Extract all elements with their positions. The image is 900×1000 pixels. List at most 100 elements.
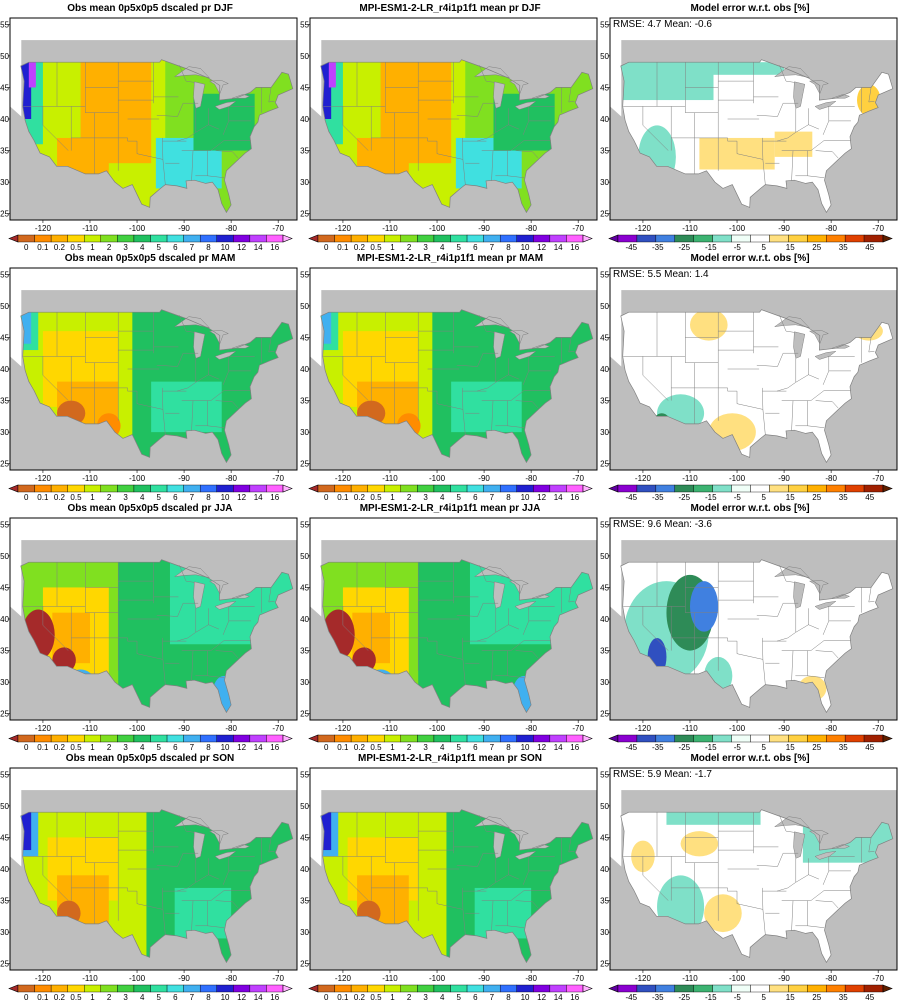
lat-tick-label: 50 [600,302,609,311]
state-border [162,387,166,435]
lat-tick-label: 50 [0,552,9,561]
state-border [795,400,808,427]
state-border [42,106,69,151]
colorbar-label: 5 [157,993,162,1000]
lon-tick-label: -90 [478,974,490,983]
lat-tick-label: 45 [0,583,9,592]
colorbar-label: 4 [440,493,445,502]
lon-tick-label: -80 [825,474,837,483]
lat-tick-label: 40 [600,365,609,374]
colorbar-label: 5 [457,993,462,1000]
lon-tick-label: -80 [225,724,237,733]
colorbar-label: 45 [865,493,874,502]
lon-tick-label: -80 [525,224,537,233]
lon-tick-label: -120 [335,474,352,483]
lon-tick-label: -70 [272,974,284,983]
lake [514,600,537,610]
state-border [127,887,163,910]
state-border [807,425,825,428]
colorbar-label: 10 [521,243,530,252]
lon-tick-label: -120 [335,974,352,983]
lake [508,580,530,595]
lat-tick-label: 25 [0,460,9,469]
colorbar-label: 12 [537,993,546,1000]
error-panel-title: Model error w.r.t. obs [%] [690,3,810,14]
colorbar-label: -35 [652,993,664,1000]
state-border [215,900,239,909]
colorbar-label: 10 [221,243,230,252]
lake [493,81,506,109]
colorbar-label: 6 [173,493,178,502]
colorbar-label: 7 [190,243,195,252]
lon-tick-label: -100 [429,974,446,983]
colorbar-label: 15 [786,743,795,752]
colorbar-label: 0.1 [37,743,49,752]
colorbar-label: 0.5 [370,243,382,252]
colorbar-label: 1 [90,743,95,752]
state-border [791,650,794,681]
colorbar-label: 5 [457,493,462,502]
state-border [495,650,508,677]
state-border [727,887,763,910]
lat-tick-label: 55 [0,270,9,279]
colorbar-label: 0.2 [354,493,366,502]
lat-tick-label: 45 [300,833,309,842]
lake [214,100,237,110]
colorbar-label: 15 [786,493,795,502]
colorbar-label: 14 [254,243,263,252]
lake [208,830,230,845]
colorbar-label: 6 [473,993,478,1000]
state-border [215,150,239,159]
lat-tick-label: 40 [600,615,609,624]
colorbar-label: -45 [625,743,637,752]
state-border [127,387,163,410]
state-border [462,387,466,435]
state-border [507,925,525,928]
lat-tick-label: 40 [600,865,609,874]
colorbar-label: 0.2 [354,993,366,1000]
lat-tick-label: 30 [600,428,609,437]
colorbar-label: 16 [270,493,279,502]
state-border [156,102,199,117]
state-border [481,390,551,401]
state-border [522,870,530,885]
state-border [176,374,219,392]
state-border [568,837,575,853]
state-border [756,352,799,367]
lake [193,581,206,609]
error-colorbar: -45 -35 -25 -15 -5 5 15 25 35 45 [608,984,893,1000]
lat-tick-label: 35 [300,897,309,906]
colorbar-label: 0.2 [54,743,66,752]
state-border [727,387,763,410]
state-border [528,106,551,122]
lon-tick-label: -100 [729,224,746,233]
lat-tick-label: 45 [600,583,609,592]
lat-tick-label: 45 [600,333,609,342]
lon-tick-label: -80 [225,974,237,983]
state-border [776,374,819,392]
state-border [179,315,195,333]
lon-tick-label: -120 [35,974,52,983]
lon-tick-label: -90 [778,474,790,483]
lat-tick-label: 55 [300,20,309,29]
state-border [176,624,219,642]
error-panel-djf: -120 -110 -100 -90 -80 -70 25 30 35 40 45 50 55 -45 -3… [600,0,900,252]
state-border [268,87,275,103]
colorbar-label: 7 [190,493,195,502]
colorbar-label: -25 [678,493,690,502]
state-border [776,624,819,642]
colorbar-label: -35 [652,243,664,252]
colorbar-label: -45 [625,993,637,1000]
colorbar-label: 7 [490,243,495,252]
colorbar-label: 25 [812,743,821,752]
colorbar-label: -15 [705,243,717,252]
lat-tick-label: 25 [300,960,309,969]
colorbar-label: 3 [423,493,428,502]
lat-tick-label: 45 [600,833,609,842]
colorbar-label: 3 [123,243,128,252]
state-border [127,637,163,660]
state-border [191,900,194,931]
state-border [268,337,275,353]
colorbar-label: 2 [107,493,112,502]
lat-tick-label: 55 [0,520,9,529]
